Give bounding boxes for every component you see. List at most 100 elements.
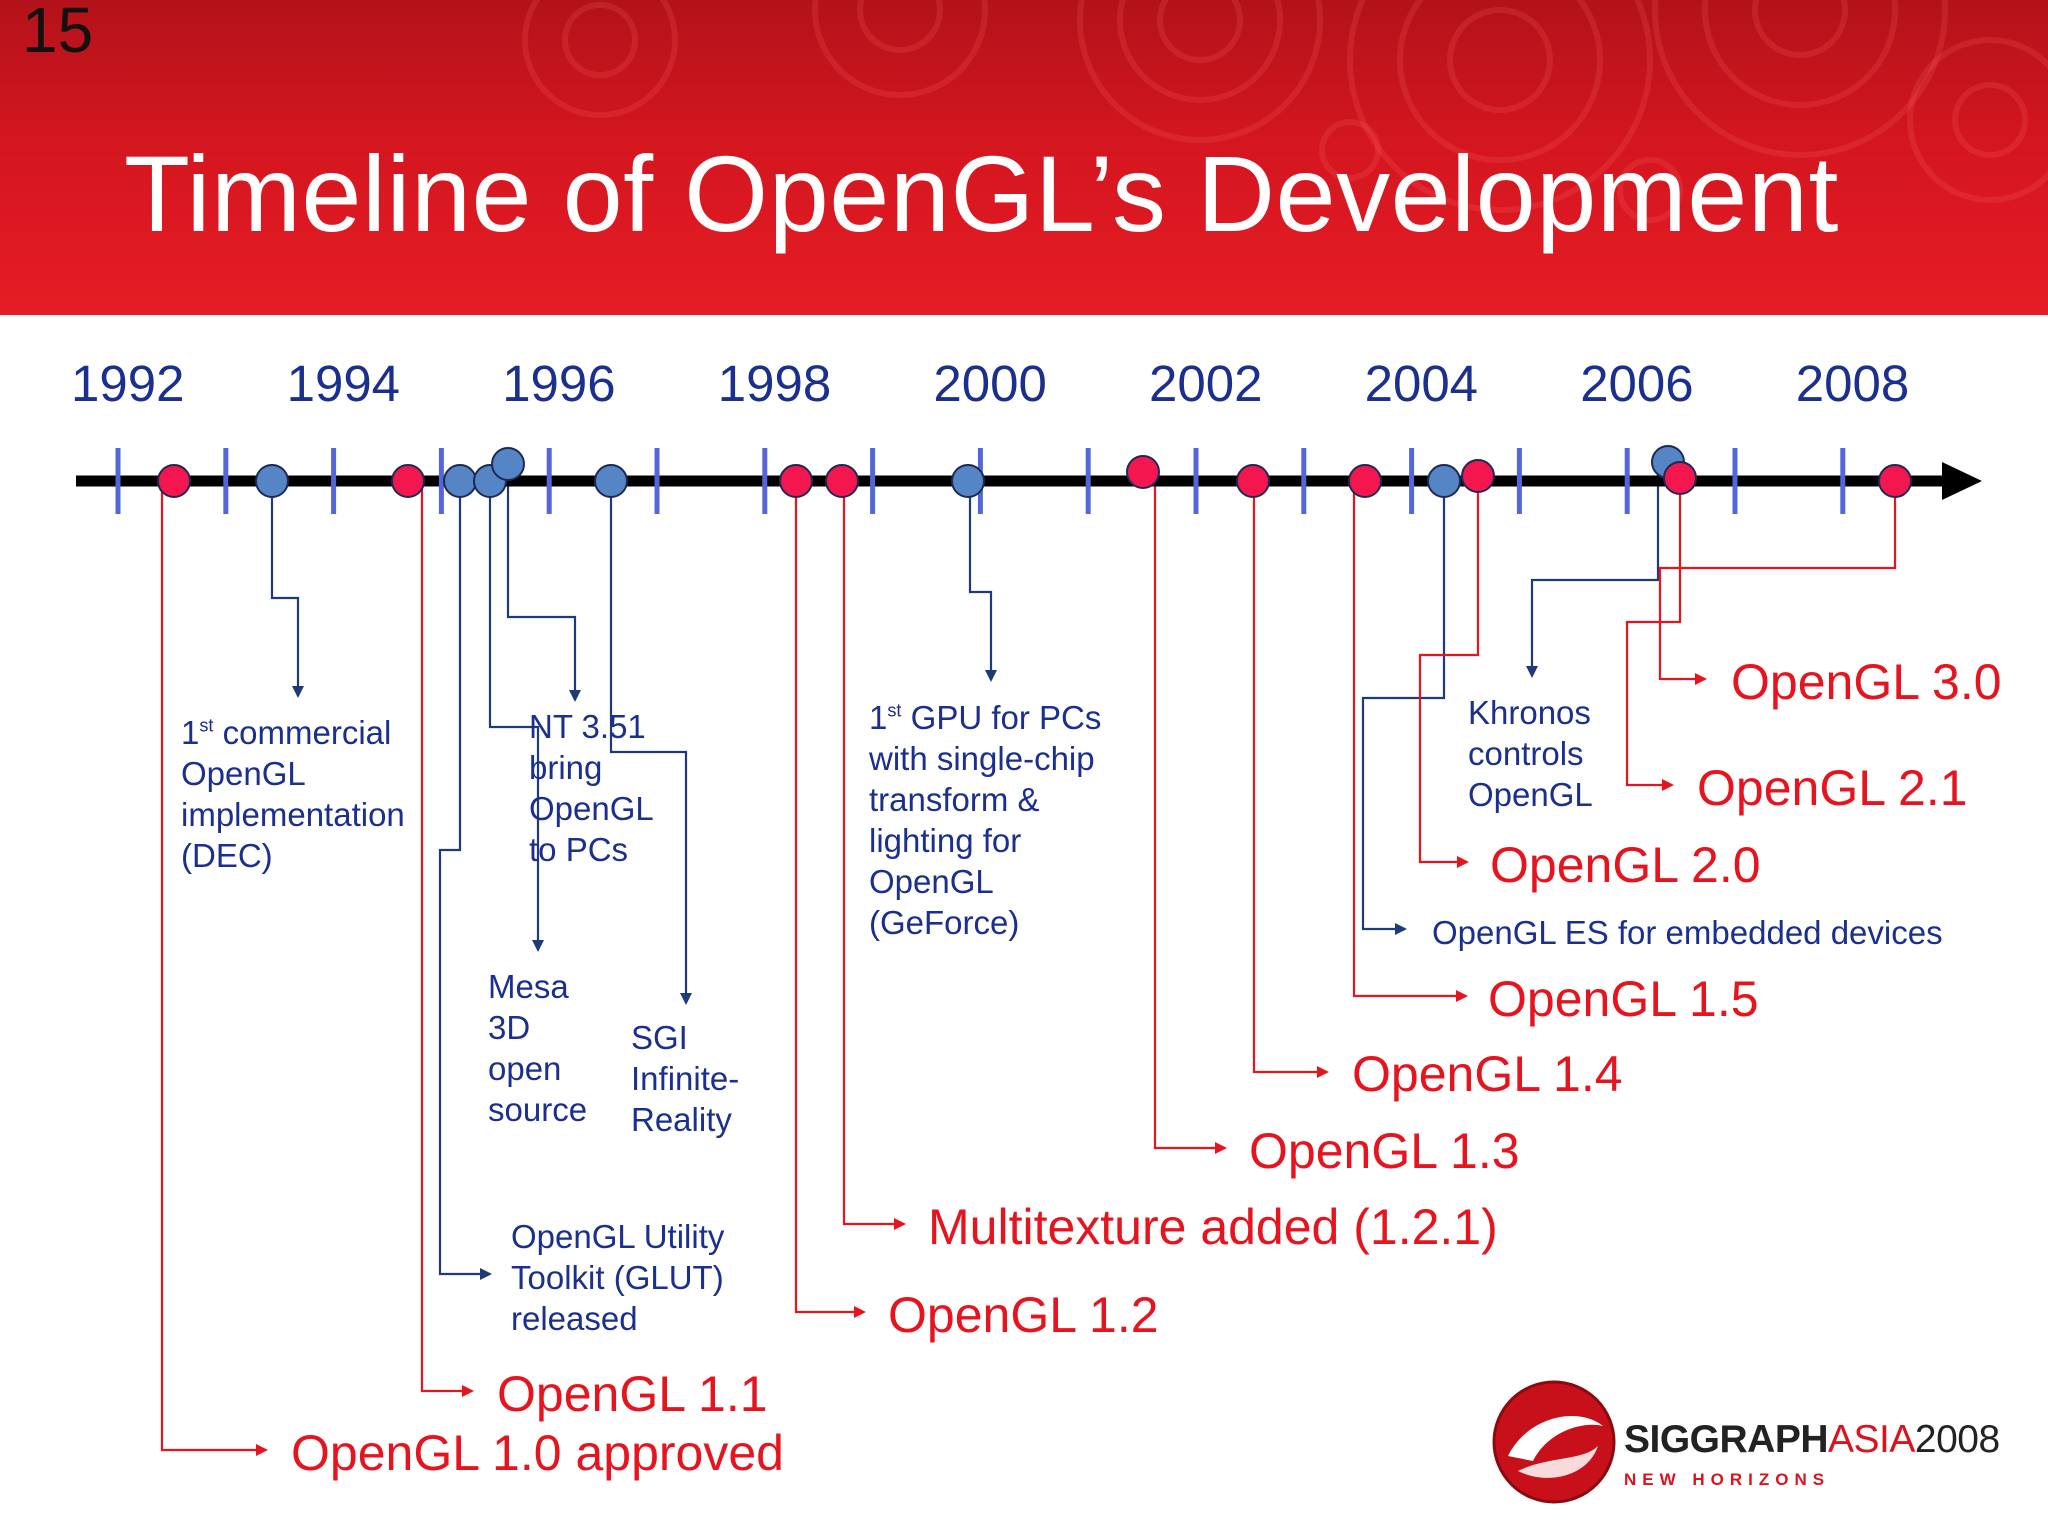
slide-title: Timeline of OpenGL’s Development — [124, 133, 1839, 254]
connector-gl20 — [1418, 476, 1480, 868]
event-label-line: 3D — [488, 1009, 531, 1046]
connector-gl10 — [160, 481, 268, 1456]
siggraph-asia-wordmark: SIGGRAPHASIA2008 NEW HORIZONS — [1624, 1420, 2000, 1488]
event-dot-gl13 — [1126, 455, 1160, 489]
event-label-line: released — [511, 1300, 638, 1337]
event-label-gl13: OpenGL 1.3 — [1249, 1123, 1520, 1179]
event-label-line: Mesa — [488, 968, 569, 1005]
event-label-line: OpenGL ES for embedded devices — [1432, 914, 1943, 951]
event-label-gl21: OpenGL 2.1 — [1697, 760, 1968, 816]
event-label-line: Reality — [631, 1101, 732, 1138]
connector-sgi — [609, 481, 692, 1005]
event-dot-dec — [255, 464, 289, 498]
year-label-2000: 2000 — [933, 355, 1047, 412]
connector-gl121 — [842, 481, 906, 1230]
event-label-khronos: Khronos controls OpenGL — [1468, 692, 1593, 815]
event-label-gl14: OpenGL 1.4 — [1352, 1046, 1623, 1102]
event-label-line: source — [488, 1091, 588, 1128]
event-label-nt351: NT 3.51 bring OpenGL to PCs — [529, 706, 654, 870]
connector-nt351 — [506, 464, 581, 702]
event-dot-nt351 — [491, 447, 525, 481]
event-label-line: controls — [1468, 735, 1584, 772]
event-label-line: (DEC) — [181, 837, 273, 874]
header-banner: 15 Timeline of OpenGL’s Development — [0, 0, 2048, 315]
event-label-line: OpenGL — [869, 863, 994, 900]
event-label-line: bring — [529, 749, 603, 786]
event-dot-gl14 — [1236, 464, 1270, 498]
event-label-glut: OpenGL Utility Toolkit (GLUT) released — [511, 1216, 724, 1339]
event-dot-gl121 — [825, 464, 859, 498]
event-label-gl12: OpenGL 1.2 — [888, 1287, 1159, 1343]
event-label-line: transform & — [869, 781, 1040, 818]
event-label-gl10: OpenGL 1.0 approved — [291, 1425, 784, 1481]
year-label-2004: 2004 — [1364, 355, 1479, 412]
event-label-gl11: OpenGL 1.1 — [497, 1366, 768, 1422]
decorative-circles-pattern — [522, 0, 2048, 223]
connector-glut — [438, 481, 492, 1280]
connector-mesa — [488, 481, 544, 952]
event-label-mesa: Mesa 3D open source — [488, 966, 587, 1130]
event-label-line: with single-chip — [869, 740, 1095, 777]
event-dot-gl21 — [1663, 461, 1697, 495]
logo-brand-main: SIGGRAPH — [1624, 1418, 1829, 1461]
connector-gl14 — [1252, 481, 1329, 1078]
event-label-line: (GeForce) — [869, 904, 1020, 941]
event-label-line: implementation — [181, 796, 405, 833]
event-label-line: NT 3.51 — [529, 708, 646, 745]
event-label-line: OpenGL — [1468, 776, 1593, 813]
event-label-gl121: Multitexture added (1.2.1) — [928, 1199, 1498, 1255]
event-dot-gl20 — [1461, 459, 1495, 493]
event-label-gl20: OpenGL 2.0 — [1490, 837, 1761, 893]
event-label-line: open — [488, 1050, 562, 1087]
logo-tagline: NEW HORIZONS — [1624, 1470, 1831, 1489]
event-label-line: to PCs — [529, 831, 629, 868]
connector-dec — [270, 481, 304, 698]
event-label-line: OpenGL — [529, 790, 654, 827]
event-dot-geforce — [951, 464, 985, 498]
slide-number: 15 — [22, 0, 94, 66]
event-dot-glut — [443, 464, 477, 498]
event-label-line: Khronos — [1468, 694, 1591, 731]
event-label-line: 1st GPU for PCs — [869, 699, 1102, 736]
event-label-gl30: OpenGL 3.0 — [1731, 654, 2002, 710]
event-label-line: OpenGL Utility — [511, 1218, 725, 1255]
year-label-1994: 1994 — [286, 355, 401, 412]
event-dot-gl30 — [1878, 464, 1912, 498]
event-label-line: 1st commercial — [181, 714, 392, 751]
connector-es — [1361, 481, 1446, 935]
connector-gl21 — [1625, 478, 1682, 791]
year-label-1996: 1996 — [502, 355, 616, 412]
event-label-dec: 1st commercial OpenGL implementation (DEC) — [181, 712, 405, 876]
connector-gl11 — [420, 481, 474, 1397]
timeline-arrowhead — [1942, 462, 1982, 500]
connector-gl13 — [1153, 472, 1227, 1154]
event-label-line: SGI — [631, 1019, 688, 1056]
connector-gl30 — [1658, 481, 1897, 685]
event-label-geforce: 1st GPU for PCs with single-chip transform… — [869, 697, 1101, 943]
year-label-2002: 2002 — [1149, 355, 1263, 412]
siggraph-swirl-logo — [1492, 1380, 1616, 1504]
year-label-2008: 2008 — [1795, 355, 1910, 412]
event-label-line: Toolkit (GLUT) — [511, 1259, 724, 1296]
event-dot-sgi — [594, 464, 628, 498]
event-label-gl15: OpenGL 1.5 — [1488, 971, 1759, 1027]
ordinal-suffix: st — [887, 700, 902, 721]
event-dot-gl10 — [157, 464, 191, 498]
event-label-sgi: SGI Infinite- Reality — [631, 1017, 739, 1140]
event-label-es: OpenGL ES for embedded devices — [1432, 912, 1943, 953]
connector-khronos — [1526, 462, 1660, 678]
year-label-1998: 1998 — [717, 355, 832, 412]
event-label-line: lighting for — [869, 822, 1022, 859]
year-label-2006: 2006 — [1580, 355, 1694, 412]
event-label-line: Infinite- — [631, 1060, 740, 1097]
logo-brand-accent: ASIA — [1828, 1418, 1915, 1461]
event-dot-gl11 — [391, 464, 425, 498]
event-dot-gl15 — [1348, 464, 1382, 498]
event-dot-es — [1427, 464, 1461, 498]
connector-gl12 — [794, 481, 866, 1318]
logo-brand-year: 2008 — [1914, 1418, 2000, 1461]
event-dot-gl12 — [779, 464, 813, 498]
event-label-line: OpenGL — [181, 755, 306, 792]
year-label-1992: 1992 — [71, 355, 185, 412]
